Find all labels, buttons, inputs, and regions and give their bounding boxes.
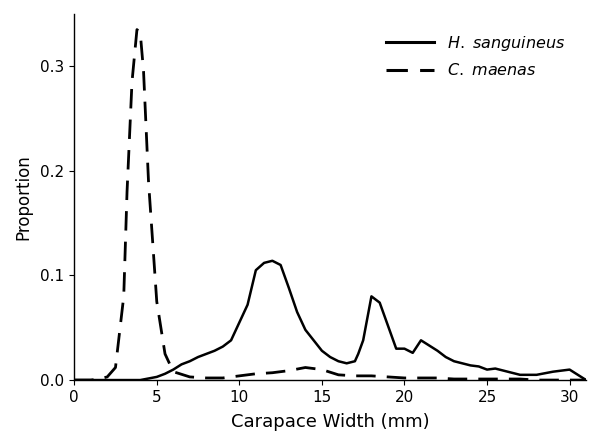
Y-axis label: Proportion: Proportion bbox=[14, 154, 32, 240]
Legend: $\it{H.}$ $\it{sanguineus}$, $\it{C.}$ $\it{maenas}$: $\it{H.}$ $\it{sanguineus}$, $\it{C.}$ $… bbox=[378, 25, 573, 86]
X-axis label: Carapace Width (mm): Carapace Width (mm) bbox=[231, 413, 430, 431]
